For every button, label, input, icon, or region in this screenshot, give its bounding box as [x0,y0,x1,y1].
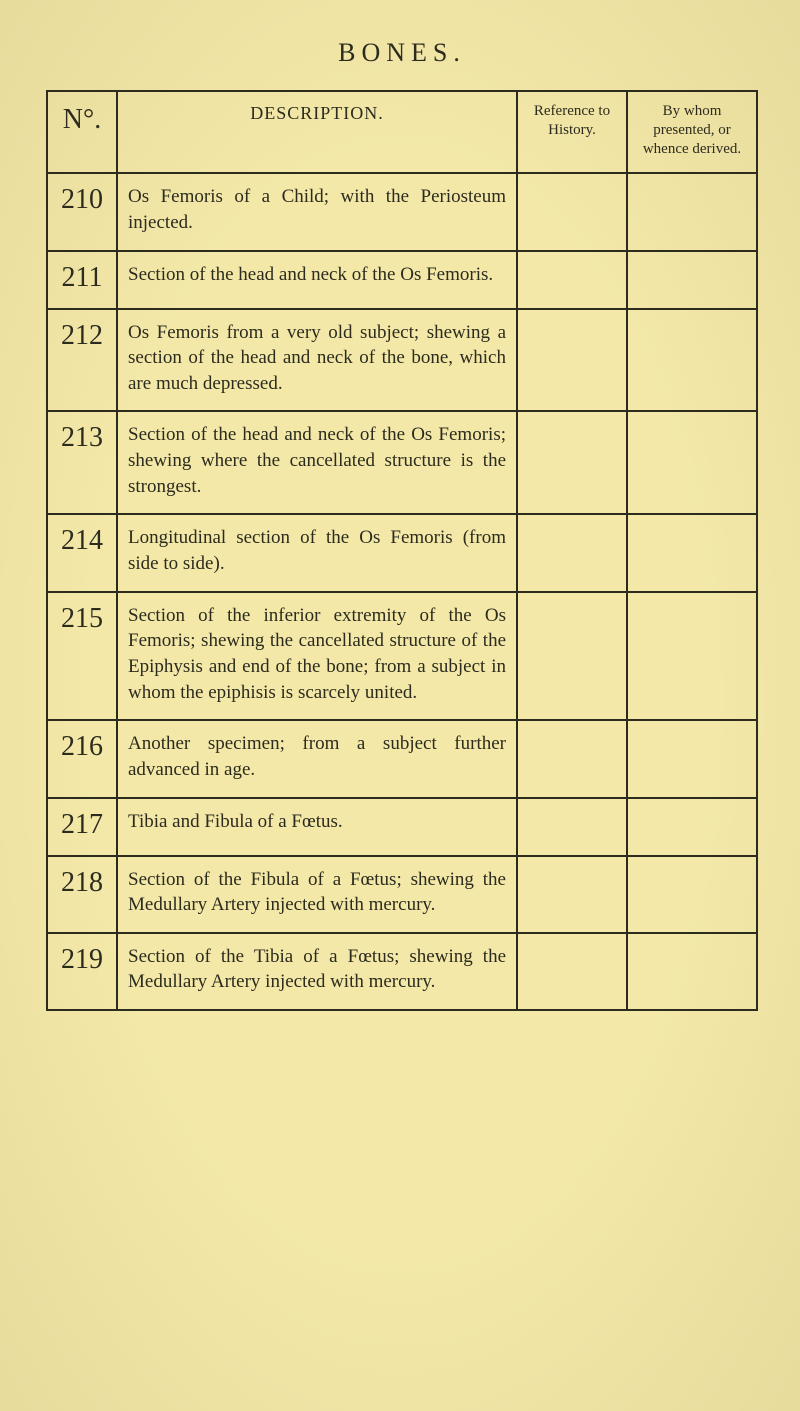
cell-description: Os Femoris of a Child; with the Perioste… [117,173,517,250]
cell-by-whom [627,798,757,856]
cell-no: 211 [47,251,117,309]
table-row: 211 Section of the head and neck of the … [47,251,757,309]
cell-description: Os Femoris from a very old subject; shew… [117,309,517,412]
cell-no: 210 [47,173,117,250]
cell-no: 218 [47,856,117,933]
cell-reference [517,720,627,797]
cell-reference [517,251,627,309]
cell-description: Section of the inferior extremity of the… [117,592,517,721]
header-by-whom: By whom presented, or whence derived. [627,91,757,173]
cell-no: 214 [47,514,117,591]
cell-reference [517,592,627,721]
table-row: 217 Tibia and Fibula of a Fœtus. [47,798,757,856]
cell-description: Section of the Fibula of a Fœtus; shewin… [117,856,517,933]
cell-by-whom [627,720,757,797]
cell-reference [517,173,627,250]
table-row: 214 Longitudinal section of the Os Femor… [47,514,757,591]
header-no: N°. [47,91,117,173]
cell-by-whom [627,856,757,933]
cell-no: 212 [47,309,117,412]
cell-no: 216 [47,720,117,797]
table-header-row: N°. DESCRIPTION. Reference to History. B… [47,91,757,173]
cell-reference [517,933,627,1010]
cell-description: Longitudinal section of the Os Femoris (… [117,514,517,591]
cell-by-whom [627,173,757,250]
cell-reference [517,514,627,591]
cell-reference [517,411,627,514]
cell-description: Section of the head and neck of the Os F… [117,411,517,514]
cell-by-whom [627,514,757,591]
page: BONES. N°. DESCRIPTION. Reference to His… [0,0,800,1411]
header-description: DESCRIPTION. [117,91,517,173]
cell-reference [517,798,627,856]
table-row: 212 Os Femoris from a very old subject; … [47,309,757,412]
cell-reference [517,856,627,933]
cell-no: 219 [47,933,117,1010]
cell-description: Section of the Tibia of a Fœtus; shewing… [117,933,517,1010]
cell-no: 217 [47,798,117,856]
cell-by-whom [627,251,757,309]
table-row: 218 Section of the Fibula of a Fœtus; sh… [47,856,757,933]
table-row: 219 Section of the Tibia of a Fœtus; she… [47,933,757,1010]
table-row: 215 Section of the inferior extremity of… [47,592,757,721]
cell-by-whom [627,592,757,721]
table-row: 210 Os Femoris of a Child; with the Peri… [47,173,757,250]
header-reference: Reference to History. [517,91,627,173]
table-row: 216 Another specimen; from a subject fur… [47,720,757,797]
cell-description: Another specimen; from a subject further… [117,720,517,797]
cell-description: Tibia and Fibula of a Fœtus. [117,798,517,856]
page-title: BONES. [46,38,758,68]
cell-description: Section of the head and neck of the Os F… [117,251,517,309]
cell-by-whom [627,933,757,1010]
table-row: 213 Section of the head and neck of the … [47,411,757,514]
cell-reference [517,309,627,412]
cell-by-whom [627,309,757,412]
cell-no: 213 [47,411,117,514]
cell-no: 215 [47,592,117,721]
cell-by-whom [627,411,757,514]
bones-table: N°. DESCRIPTION. Reference to History. B… [46,90,758,1011]
